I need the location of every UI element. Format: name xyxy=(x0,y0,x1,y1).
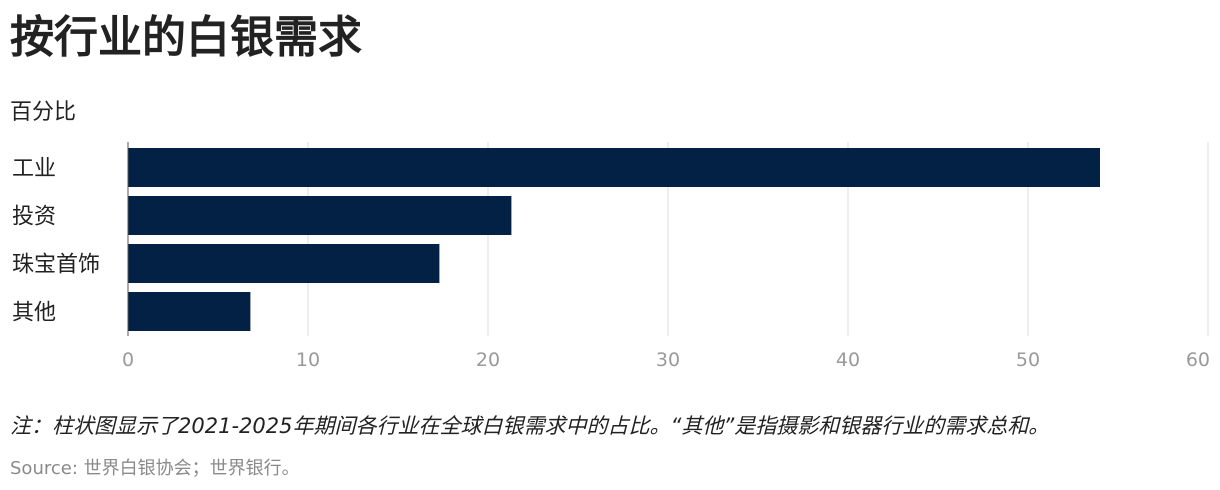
x-tick-label: 30 xyxy=(656,349,680,371)
x-tick-label: 40 xyxy=(836,349,860,371)
x-tick-label: 10 xyxy=(296,349,320,371)
bar xyxy=(128,292,251,331)
x-axis-tick-labels: 0 10 20 30 40 50 60 xyxy=(122,349,1210,371)
x-tick-label: 20 xyxy=(476,349,500,371)
category-label: 投资 xyxy=(12,205,56,230)
category-label: 其他 xyxy=(12,301,56,326)
category-label: 工业 xyxy=(12,157,56,182)
chart-title: 按行业的白银需求 xyxy=(10,12,362,63)
bars xyxy=(128,148,1100,331)
x-tick-label: 60 xyxy=(1186,349,1210,371)
bar xyxy=(128,196,512,235)
chart-subtitle: 百分比 xyxy=(10,100,77,125)
category-label: 珠宝首饰 xyxy=(12,253,100,278)
bar xyxy=(128,244,440,283)
x-tick-label: 50 xyxy=(1016,349,1040,371)
x-tick-label: 0 xyxy=(122,349,134,371)
bar xyxy=(128,148,1100,187)
chart-source: Source: 世界白银协会；世界银行。 xyxy=(10,458,300,479)
chart-note: 注：柱状图显示了2021-2025年期间各行业在全球白银需求中的占比。“其他”是… xyxy=(10,414,1050,438)
